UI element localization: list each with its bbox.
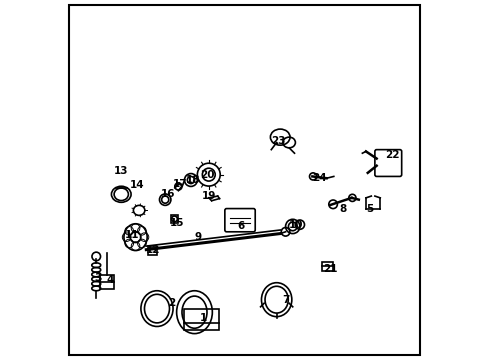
Text: 18: 18 bbox=[185, 175, 200, 185]
Text: 3: 3 bbox=[94, 273, 102, 283]
Text: 11: 11 bbox=[124, 230, 139, 240]
Bar bbox=[100, 275, 114, 289]
Text: 21: 21 bbox=[322, 264, 337, 274]
Text: 16: 16 bbox=[160, 189, 175, 199]
Text: 23: 23 bbox=[271, 136, 285, 146]
Text: 4: 4 bbox=[107, 275, 114, 285]
Bar bbox=[170, 215, 178, 223]
Text: 10: 10 bbox=[288, 220, 303, 230]
Text: 22: 22 bbox=[385, 150, 399, 160]
Text: 17: 17 bbox=[173, 179, 187, 189]
Bar bbox=[322, 262, 332, 271]
Text: 15: 15 bbox=[169, 218, 183, 228]
Bar bbox=[183, 309, 219, 330]
Text: 8: 8 bbox=[338, 203, 346, 213]
Text: 1: 1 bbox=[200, 312, 206, 323]
Text: 9: 9 bbox=[194, 232, 201, 242]
Bar bbox=[148, 247, 157, 255]
Text: 6: 6 bbox=[237, 221, 244, 231]
Text: 13: 13 bbox=[114, 166, 128, 176]
Text: 19: 19 bbox=[201, 191, 216, 201]
Text: 2: 2 bbox=[167, 298, 175, 308]
Text: 24: 24 bbox=[311, 173, 326, 183]
Text: 5: 5 bbox=[365, 203, 372, 213]
Text: 20: 20 bbox=[199, 170, 214, 180]
Text: 14: 14 bbox=[130, 180, 144, 190]
Text: 7: 7 bbox=[281, 295, 289, 305]
Text: 12: 12 bbox=[146, 245, 161, 255]
